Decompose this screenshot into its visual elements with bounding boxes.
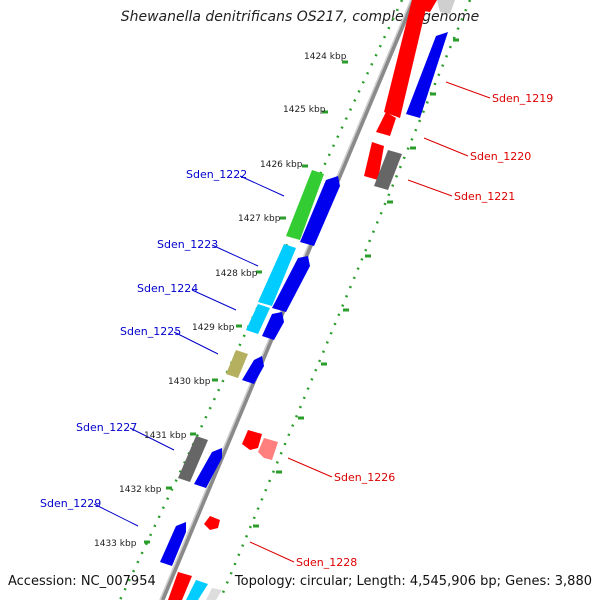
gene-label[interactable]: Sden_1228 [296,556,357,569]
kbp-label: 1427 kbp [238,214,281,224]
kbp-label: 1426 kbp [260,160,303,170]
gene-features [160,0,455,600]
gene-sden-1221[interactable] [374,150,402,190]
left-leader-lines [93,175,285,527]
kbp-label: 1430 kbp [168,377,211,387]
gene-label[interactable]: Sden_1226 [334,471,395,484]
kbp-label: 1431 kbp [144,431,187,441]
gene-label[interactable]: Sden_1227 [76,421,137,434]
gene-label[interactable]: Sden_1224 [137,282,198,295]
gene-sden-1224-fwd[interactable] [262,312,284,340]
accession-text: Accession: NC_007954 [8,574,156,589]
gene-sden-1225-fwd[interactable] [242,356,264,384]
gene-sden-1225[interactable] [226,350,248,378]
kbp-label: 1424 kbp [304,52,347,62]
kbp-label: 1429 kbp [192,323,235,333]
gene-label[interactable]: Sden_1219 [492,92,553,105]
gene-labels-right: Sden_1219 Sden_1220 Sden_1221 Sden_1226 … [296,92,553,569]
gene-label[interactable]: Sden_1221 [454,190,515,203]
gene-label[interactable]: Sden_1225 [120,325,181,338]
gene-sden-1219-adj[interactable] [406,32,448,118]
gene-sden-1226[interactable] [258,438,278,460]
gene-sden-1226a[interactable] [242,430,262,450]
outer-tick-track [218,0,472,600]
gene-sden-1227-fwd[interactable] [194,448,222,488]
gene-label[interactable]: Sden_1220 [470,150,531,163]
gene-sden-1227[interactable] [178,436,208,482]
map-title: Shewanella denitrificans OS217, complete… [120,9,480,25]
gene-sden-1224[interactable] [246,304,270,334]
gene-sden-1229[interactable] [160,522,186,566]
gene-sden-1223[interactable] [258,244,296,306]
gene-sden-1222[interactable] [286,170,324,240]
gene-label[interactable]: Sden_1229 [40,497,101,510]
gene-labels-left: Sden_1222 Sden_1223 Sden_1224 Sden_1225 … [40,168,247,510]
gene-label[interactable]: Sden_1223 [157,238,218,251]
kbp-label: 1425 kbp [283,105,326,115]
gene-sden-1228[interactable] [204,516,220,530]
kbp-labels: 1424 kbp 1425 kbp 1426 kbp 1427 kbp 1428… [94,52,347,549]
topology-text: Topology: circular; Length: 4,545,906 bp… [234,574,592,589]
gene-sden-1222-fwd[interactable] [300,176,340,246]
major-tick-marks [144,38,459,544]
gene-sden-1223-fwd[interactable] [272,256,310,312]
gene-sden-1219[interactable] [384,0,428,118]
kbp-label: 1432 kbp [119,485,162,495]
kbp-label: 1433 kbp [94,539,137,549]
gene-label[interactable]: Sden_1222 [186,168,247,181]
gene-sden-1220[interactable] [376,112,396,136]
right-leader-lines [249,81,491,563]
gene-sden-1221a[interactable] [364,142,384,180]
kbp-label: 1428 kbp [215,269,258,279]
